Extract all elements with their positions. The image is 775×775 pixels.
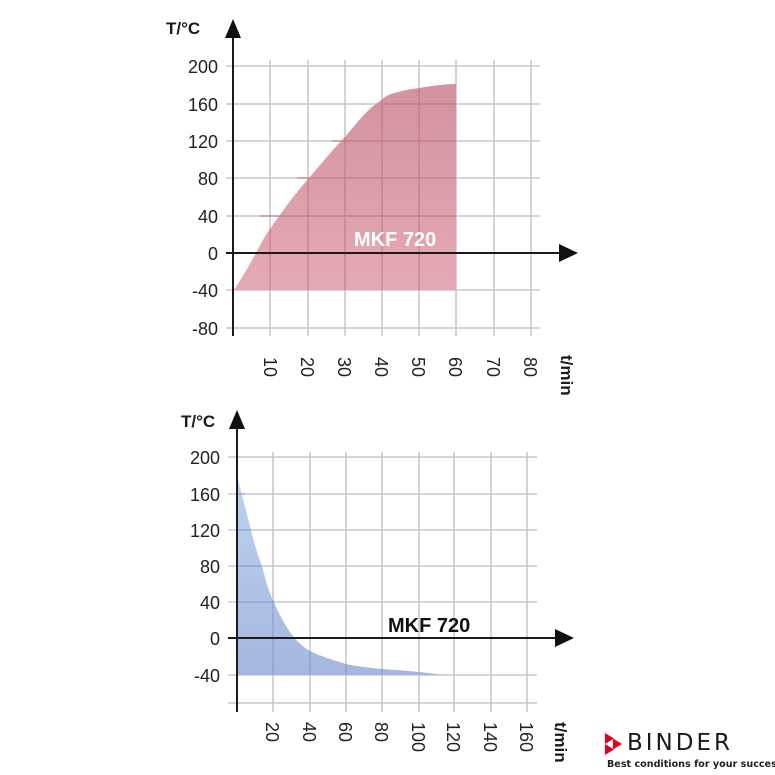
svg-text:40: 40 xyxy=(371,357,391,377)
svg-text:0: 0 xyxy=(208,244,218,264)
svg-text:60: 60 xyxy=(445,357,465,377)
cooling-chart: T/°C 200 160 120 80 40 0 -40 20 40 60 80… xyxy=(181,410,574,763)
svg-text:40: 40 xyxy=(299,722,319,742)
svg-text:200: 200 xyxy=(190,448,220,468)
bottom-x-axis-title: t/min xyxy=(551,722,570,763)
svg-text:100: 100 xyxy=(408,722,428,752)
svg-text:160: 160 xyxy=(516,722,536,752)
svg-text:120: 120 xyxy=(443,722,463,752)
svg-text:40: 40 xyxy=(198,207,218,227)
svg-text:200: 200 xyxy=(188,57,218,77)
svg-text:-80: -80 xyxy=(192,319,218,339)
svg-text:-40: -40 xyxy=(192,281,218,301)
top-x-axis-title: t/min xyxy=(557,355,576,396)
svg-text:140: 140 xyxy=(480,722,500,752)
svg-text:80: 80 xyxy=(200,557,220,577)
svg-text:10: 10 xyxy=(260,357,280,377)
svg-text:80: 80 xyxy=(198,169,218,189)
top-series-label: MKF 720 xyxy=(354,229,436,251)
brand-logo: BINDER Best conditions for your success xyxy=(600,728,775,773)
brand-name: BINDER xyxy=(627,730,733,756)
top-y-axis-title: T/°C xyxy=(166,19,200,38)
svg-text:30: 30 xyxy=(334,357,354,377)
svg-text:20: 20 xyxy=(297,357,317,377)
top-y-axis-arrow-icon xyxy=(225,19,241,38)
svg-text:80: 80 xyxy=(520,357,540,377)
cooling-area xyxy=(237,476,443,675)
svg-text:40: 40 xyxy=(200,593,220,613)
svg-text:120: 120 xyxy=(188,132,218,152)
svg-text:0: 0 xyxy=(210,629,220,649)
heating-chart: T/°C 200 160 120 80 40 0 -40 -80 10 20 3… xyxy=(166,19,578,396)
svg-text:120: 120 xyxy=(190,521,220,541)
bottom-y-axis-arrow-icon xyxy=(229,410,245,429)
top-gridlines-overlay xyxy=(260,88,456,290)
svg-text:70: 70 xyxy=(483,357,503,377)
top-x-axis-arrow-icon xyxy=(559,244,578,262)
svg-text:60: 60 xyxy=(335,722,355,742)
bottom-y-tick-labels: 200 160 120 80 40 0 -40 xyxy=(190,448,220,686)
svg-text:50: 50 xyxy=(408,357,428,377)
bottom-y-axis-title: T/°C xyxy=(181,412,215,431)
bottom-x-axis-arrow-icon xyxy=(555,629,574,647)
binder-chevron-icon xyxy=(605,733,622,755)
svg-text:-40: -40 xyxy=(194,666,220,686)
svg-text:80: 80 xyxy=(371,722,391,742)
top-y-tick-labels: 200 160 120 80 40 0 -40 -80 xyxy=(188,57,218,339)
bottom-series-label: MKF 720 xyxy=(388,615,470,637)
bottom-x-tick-labels: 20 40 60 80 100 120 140 160 xyxy=(262,722,536,752)
brand-tagline: Best conditions for your success xyxy=(607,759,775,770)
svg-text:160: 160 xyxy=(188,95,218,115)
svg-text:20: 20 xyxy=(262,722,282,742)
svg-text:160: 160 xyxy=(190,485,220,505)
top-x-tick-labels: 10 20 30 40 50 60 70 80 xyxy=(260,357,540,377)
